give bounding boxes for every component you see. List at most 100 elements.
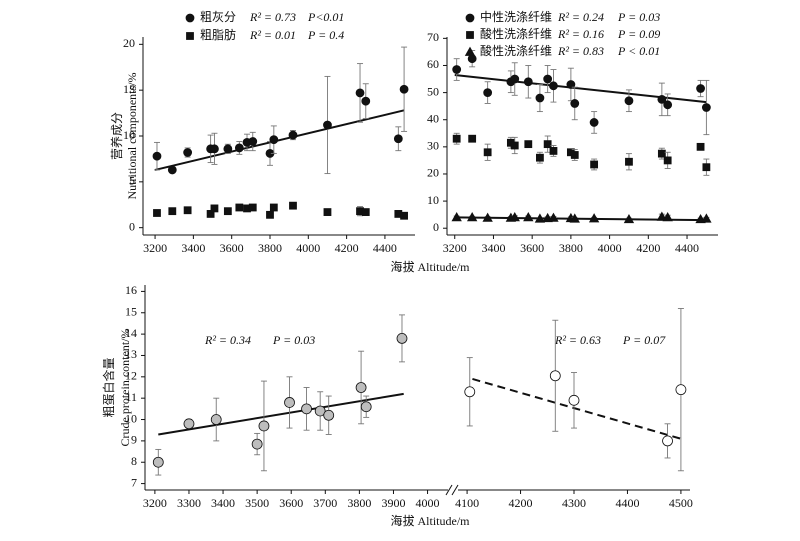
y-tick-label: 15: [125, 305, 137, 319]
point: [523, 212, 534, 222]
point: [301, 403, 312, 415]
y-axis-label: Crude protein content/%: [118, 329, 132, 447]
point: [361, 96, 371, 106]
x-tick-label: 3300: [177, 496, 201, 510]
legend-label: 中性洗涤纤维: [480, 9, 552, 24]
point: [483, 88, 493, 98]
point: [524, 140, 533, 149]
point: [675, 384, 687, 396]
fit-line: [154, 109, 405, 171]
point: [355, 88, 365, 98]
point: [355, 382, 367, 393]
point: [570, 99, 580, 108]
legend-label: 酸性洗涤纤维: [480, 26, 552, 41]
fit-line: [454, 73, 707, 104]
legend-stat: P = 0.4: [307, 28, 344, 42]
y-tick-label: 11: [125, 390, 137, 404]
x-tick-label: 3800: [258, 241, 282, 255]
x-tick-label: 3500: [245, 496, 269, 510]
point: [323, 208, 332, 216]
point: [482, 212, 493, 222]
point: [251, 438, 263, 450]
legend-stat: R² = 0.73: [249, 10, 296, 24]
point: [534, 213, 546, 223]
y-tick-label: 5: [129, 174, 135, 188]
point: [393, 134, 403, 144]
legend-stat: R² = 0.01: [249, 28, 296, 42]
point: [569, 213, 580, 223]
y-tick-label: 30: [427, 139, 439, 153]
x-tick-label: 4400: [615, 496, 639, 510]
point: [464, 386, 476, 398]
fit-line: [158, 392, 404, 436]
y-tick-label: 7: [131, 475, 137, 489]
point: [235, 203, 244, 212]
x-tick-label: 3400: [481, 241, 505, 255]
point: [360, 401, 372, 413]
y-tick-label: 9: [131, 433, 137, 447]
y-tick-label: 16: [125, 283, 137, 297]
y-tick-label: 10: [123, 128, 135, 142]
x-tick-label: 4400: [675, 241, 699, 255]
point: [483, 148, 492, 157]
point: [590, 160, 599, 169]
point: [451, 212, 462, 222]
point: [624, 96, 634, 106]
point: [183, 418, 195, 430]
y-tick-label: 13: [125, 347, 137, 361]
x-tick-label: 3200: [443, 241, 467, 255]
point: [625, 157, 633, 166]
point: [549, 147, 558, 155]
point: [258, 420, 270, 432]
y-tick-label: 14: [125, 326, 137, 340]
point: [466, 212, 478, 222]
point: [549, 81, 558, 91]
annotation: P = 0.07: [622, 333, 666, 347]
point: [701, 213, 712, 223]
point: [183, 148, 193, 157]
point: [696, 142, 705, 151]
point: [548, 212, 559, 222]
y-tick-label: 20: [427, 166, 439, 180]
legend-stat: P = 0.03: [617, 10, 660, 24]
legend-marker: [466, 31, 474, 39]
point: [510, 141, 519, 150]
point: [223, 207, 232, 216]
point: [543, 140, 552, 149]
point: [289, 201, 297, 210]
y-axis-label: Nutritional components/%: [125, 73, 139, 200]
x-tick-label: 3400: [181, 241, 205, 255]
annotation: R² = 0.63: [554, 333, 601, 347]
point: [248, 137, 258, 146]
point: [570, 151, 579, 159]
point: [662, 212, 673, 222]
y-tick-label: 8: [131, 454, 137, 468]
legend-label: 粗灰分: [200, 10, 236, 24]
point: [662, 435, 673, 447]
point: [543, 74, 553, 84]
point: [549, 370, 561, 382]
point: [153, 209, 161, 217]
x-tick-label: 3800: [347, 496, 371, 510]
x-tick-label: 4200: [335, 241, 359, 255]
point: [167, 165, 177, 175]
point: [288, 130, 298, 140]
legend-stat: P < 0.01: [617, 44, 660, 58]
x-tick-label: 3900: [381, 496, 405, 510]
point: [523, 77, 533, 87]
point: [399, 84, 409, 94]
x-tick-label: 4400: [373, 241, 397, 255]
legend-marker: [464, 46, 476, 56]
point: [210, 204, 219, 213]
axis-break: [451, 484, 459, 496]
fit-line: [472, 377, 682, 440]
x-tick-label: 4000: [416, 496, 440, 510]
point: [314, 405, 326, 417]
x-tick-label: 4000: [296, 241, 320, 255]
y-tick-label: 50: [427, 84, 439, 98]
y-axis-label: 粗蛋白含量: [101, 357, 116, 417]
point: [284, 397, 295, 408]
point: [663, 100, 673, 110]
y-tick-label: 20: [123, 36, 135, 50]
